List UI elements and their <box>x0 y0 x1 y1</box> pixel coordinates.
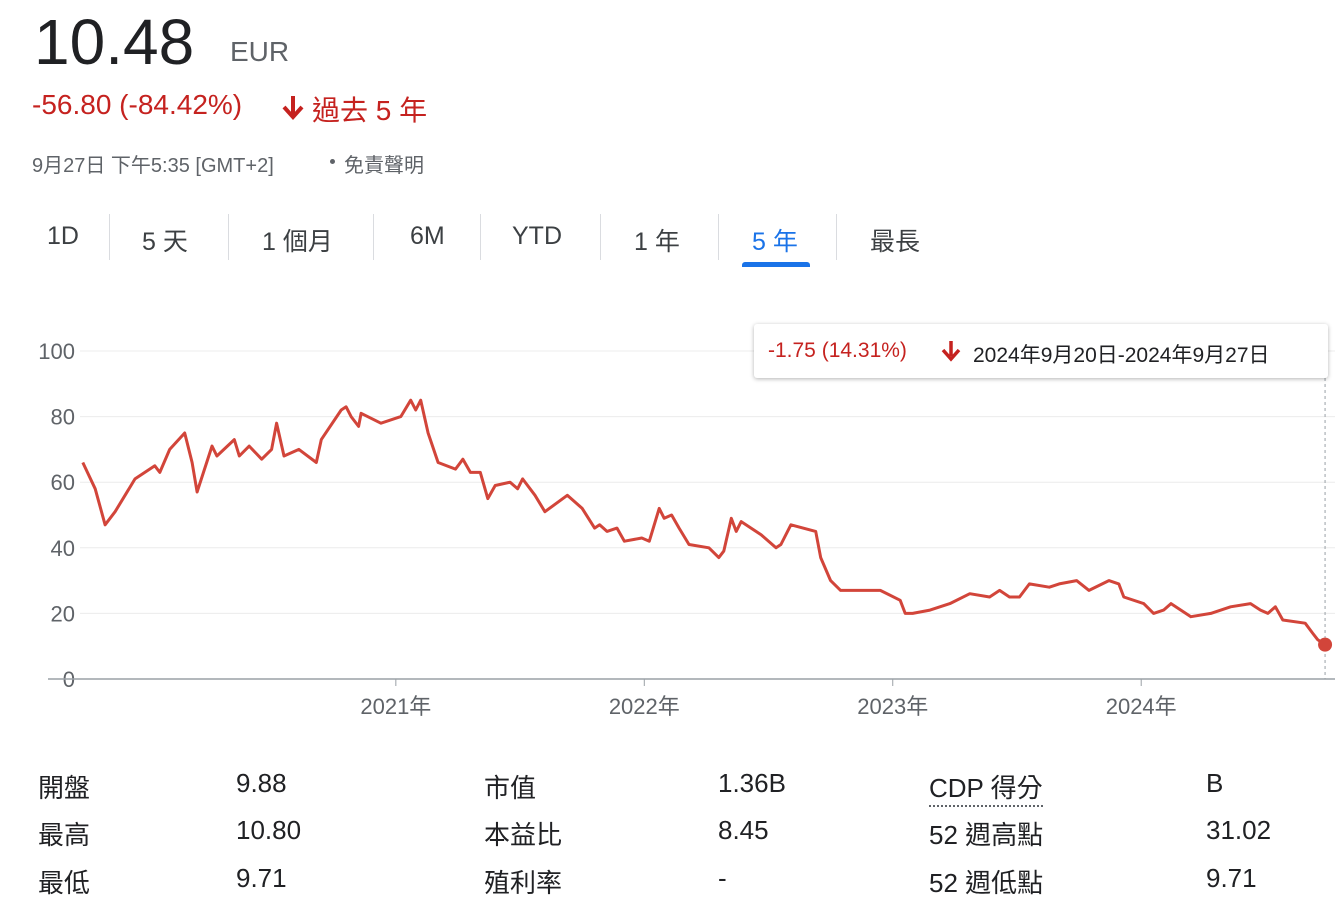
separator-dot <box>330 159 335 164</box>
currency: EUR <box>230 36 290 67</box>
stat-value: 9.71 <box>1206 863 1257 893</box>
tab-separator <box>109 214 110 260</box>
tab[interactable]: 5 年 <box>752 228 798 256</box>
y-tick-label: 20 <box>51 601 75 626</box>
tab-underline <box>742 262 810 267</box>
stat-label: 殖利率 <box>484 868 563 898</box>
period: 過去 5 年 <box>312 95 428 126</box>
tab-separator <box>600 214 601 260</box>
x-tick-label: 2023年 <box>857 694 928 719</box>
down-arrow <box>941 341 961 362</box>
tab-separator <box>373 214 374 260</box>
y-tick-label: 60 <box>51 470 75 495</box>
stat-label: 最高 <box>38 820 91 850</box>
timestamp: 9月27日 下午5:35 [GMT+2] <box>32 155 274 177</box>
tab-separator <box>480 214 481 260</box>
tab[interactable]: 最長 <box>870 228 921 256</box>
y-tick-label: 100 <box>38 339 75 364</box>
tab[interactable]: 1 個月 <box>262 228 333 256</box>
tab-separator <box>836 214 837 260</box>
stat-value: 10.80 <box>236 815 302 845</box>
stat-label: 52 週低點 <box>929 868 1044 898</box>
tab[interactable]: 5 天 <box>142 228 188 256</box>
stat-value: 9.88 <box>236 768 287 798</box>
tooltip <box>754 324 1328 378</box>
x-tick-label: 2024年 <box>1106 694 1177 719</box>
price: 10.48 <box>34 6 195 78</box>
stat-value: - <box>718 863 727 893</box>
tooltip-range: 2024年9月20日-2024年9月27日 <box>973 344 1270 367</box>
stat-value: 9.71 <box>236 863 287 893</box>
stat-label: 市值 <box>484 773 537 803</box>
x-tick-label: 2021年 <box>360 694 431 719</box>
change: -56.80 (-84.42%) <box>32 89 243 120</box>
stat-label: 最低 <box>38 868 91 898</box>
y-tick-label: 80 <box>51 405 75 430</box>
stat-value: B <box>1206 768 1224 798</box>
price-line <box>81 398 1326 646</box>
y-tick-label: 40 <box>51 536 75 561</box>
stat-label: CDP 得分 <box>929 768 1043 807</box>
tab-separator <box>228 214 229 260</box>
down-arrow <box>282 96 304 120</box>
tooltip-change: -1.75 (14.31%) <box>768 339 907 362</box>
stat-label: 52 週高點 <box>929 820 1044 850</box>
stat-value: 1.36B <box>718 768 786 798</box>
stat-value: 31.02 <box>1206 815 1272 845</box>
stat-value: 8.45 <box>718 815 769 845</box>
tab[interactable]: 6M <box>410 222 445 250</box>
last-point <box>1318 637 1333 652</box>
tab[interactable]: 1 年 <box>634 228 680 256</box>
disclaimer-link[interactable]: 免責聲明 <box>344 155 424 177</box>
stat-label: 本益比 <box>484 820 563 850</box>
stat-label: 開盤 <box>38 773 91 803</box>
x-tick-label: 2022年 <box>609 694 680 719</box>
tab-separator <box>718 214 719 260</box>
tab[interactable]: YTD <box>512 222 562 250</box>
tab[interactable]: 1D <box>47 222 79 250</box>
